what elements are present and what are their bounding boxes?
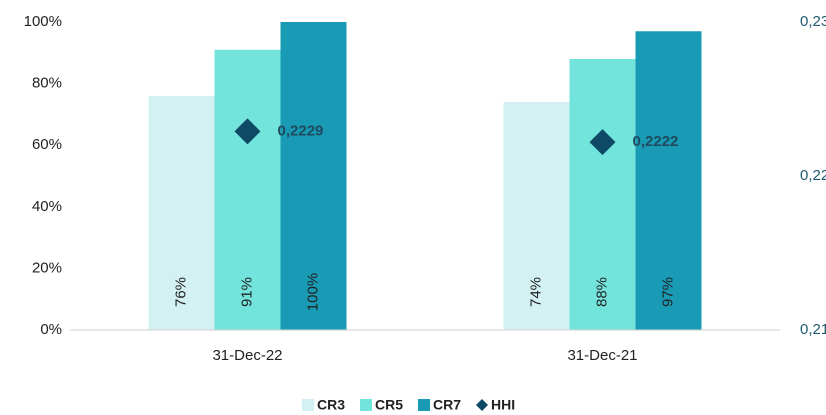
data-label: 74% xyxy=(527,277,544,307)
data-label: 97% xyxy=(659,277,676,307)
y-tick-label: 60% xyxy=(32,136,62,153)
legend-swatch xyxy=(360,399,372,411)
data-label: 0,2229 xyxy=(278,122,324,139)
y-tick-label: 100% xyxy=(24,13,62,30)
bar xyxy=(635,31,702,331)
data-label: 88% xyxy=(593,277,610,307)
data-label: 91% xyxy=(238,277,255,307)
legend-label: CR3 xyxy=(317,397,345,413)
legend-label: CR5 xyxy=(375,397,403,413)
y2-tick-label: 0,23 xyxy=(800,13,826,30)
x-tick-label: 31-Dec-21 xyxy=(567,347,637,364)
y-tick-label: 0% xyxy=(40,321,62,338)
data-label: 100% xyxy=(304,273,321,311)
bar xyxy=(280,22,347,330)
bar xyxy=(148,95,215,330)
bar xyxy=(214,49,281,330)
y-tick-label: 80% xyxy=(32,75,62,92)
legend-marker xyxy=(476,399,488,411)
legend-swatch xyxy=(302,399,314,411)
y-tick-label: 20% xyxy=(32,259,62,276)
x-tick-label: 31-Dec-22 xyxy=(212,347,282,364)
y-tick-label: 40% xyxy=(32,198,62,215)
legend-label: HHI xyxy=(491,397,515,413)
y2-tick-label: 0,22 xyxy=(800,167,826,184)
y2-tick-label: 0,21 xyxy=(800,321,826,338)
data-label: 0,2222 xyxy=(633,133,679,150)
hhi-marker xyxy=(234,118,261,145)
bar xyxy=(569,58,636,331)
legend-swatch xyxy=(418,399,430,411)
bar xyxy=(503,102,570,330)
hhi-marker xyxy=(589,129,616,156)
data-label: 76% xyxy=(172,277,189,307)
legend-label: CR7 xyxy=(433,397,461,413)
